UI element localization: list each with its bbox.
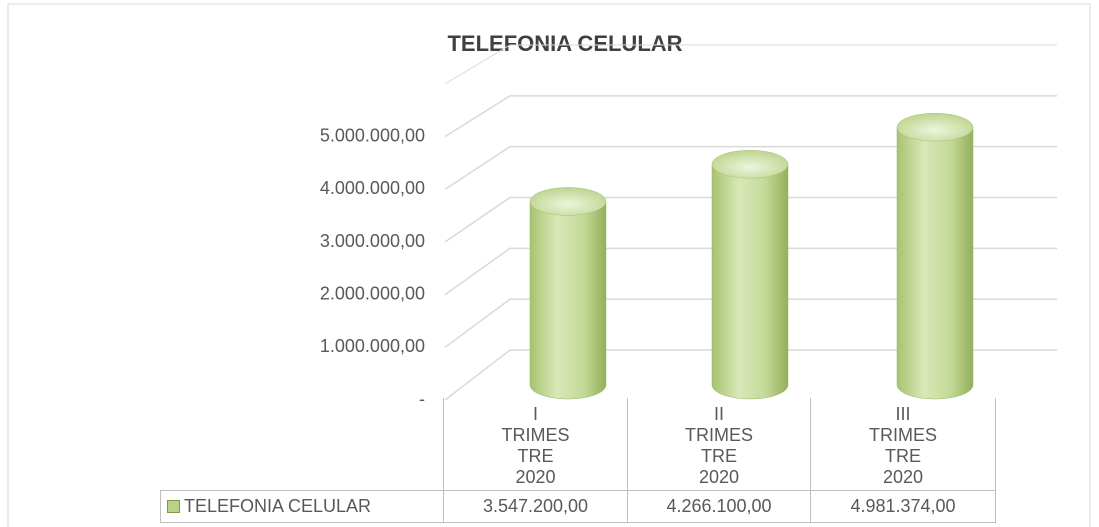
legend-key — [167, 500, 180, 513]
y-tick-label: 1.000.000,00 — [320, 336, 425, 356]
y-tick-label: 4.000.000,00 — [320, 178, 425, 198]
y-tick-label: 2.000.000,00 — [320, 283, 425, 303]
x-tick-label: I TRIMESTRE 2020 — [443, 398, 628, 491]
grid-line — [444, 247, 1057, 296]
cylinder-top — [711, 149, 789, 179]
grid-line — [444, 145, 1057, 190]
cylinder — [896, 126, 974, 400]
legend-cell: TELEFONIA CELULAR — [160, 490, 444, 523]
wall-frame — [444, 44, 1057, 85]
chart-border — [7, 3, 1091, 527]
data-label: 3.547.200,00 — [443, 490, 628, 523]
cylinder-top — [529, 187, 607, 216]
x-tick-label: II TRIMESTRE 2020 — [627, 398, 811, 491]
data-label: 4.266.100,00 — [627, 490, 811, 523]
y-tick-label: - — [419, 389, 425, 409]
category-text: III TRIMESTRE 2020 — [868, 404, 937, 487]
x-tick-label: III TRIMESTRE 2020 — [810, 398, 996, 491]
category-text: I TRIMESTRE 2020 — [501, 404, 570, 487]
cylinder — [529, 201, 607, 400]
chart-title: TELEFONIA CELULAR — [447, 31, 682, 56]
category-text: II TRIMESTRE 2020 — [684, 404, 753, 487]
grid-line — [444, 298, 1057, 348]
grid-line — [444, 196, 1057, 243]
grid-line — [444, 95, 1057, 138]
cylinder — [711, 163, 789, 400]
cylinder-top — [896, 112, 974, 142]
y-tick-label: 5.000.000,00 — [320, 125, 425, 145]
grid-line — [444, 349, 1057, 401]
y-tick-label: 3.000.000,00 — [320, 231, 425, 251]
data-label: 4.981.374,00 — [810, 490, 996, 523]
legend-text: TELEFONIA CELULAR — [184, 496, 372, 516]
